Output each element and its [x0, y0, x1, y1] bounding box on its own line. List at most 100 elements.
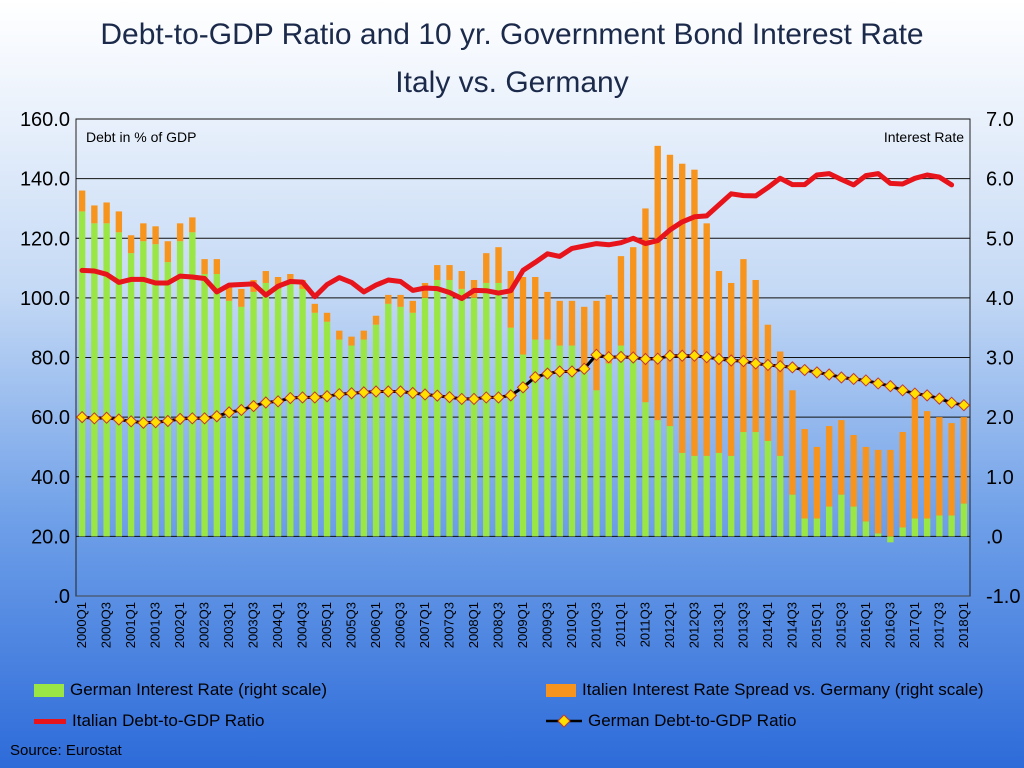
x-tick-label: 2000Q3 [99, 602, 114, 648]
bar-german-rate [519, 354, 527, 537]
bar-german-rate [152, 244, 159, 537]
legend-swatch-german-rate [34, 683, 64, 697]
bar-german-rate [91, 223, 98, 537]
left-axis-tick-label: 60.0 [31, 407, 70, 429]
marker-germany-debt [320, 390, 334, 403]
bar-german-rate [189, 232, 196, 537]
bar-spread [360, 330, 367, 340]
bar-spread [225, 285, 233, 301]
left-axis-tick-label: 40.0 [31, 467, 70, 489]
x-tick-label: 2018Q1 [956, 602, 971, 648]
bar-spread [703, 223, 710, 456]
bar-spread [838, 420, 845, 495]
left-axis-tick-label: 140.0 [20, 169, 70, 191]
marker-germany-debt [724, 354, 738, 367]
bar-spread [495, 247, 502, 283]
marker-germany-debt [688, 349, 701, 362]
chart-title-line2: Italy vs. Germany [395, 66, 628, 99]
legend-item-germany-debt: German Debt-to-GDP Ratio [546, 711, 796, 731]
x-tick-label: 2007Q1 [417, 602, 432, 648]
marker-germany-debt [871, 377, 885, 390]
x-tick-label: 2003Q1 [221, 602, 236, 648]
x-tick-label: 2007Q3 [442, 602, 457, 648]
bar-spread [617, 256, 625, 346]
bar-german-rate [421, 297, 429, 537]
marker-germany-debt [504, 389, 517, 402]
x-tick-label: 2014Q1 [760, 602, 775, 648]
x-tick-label: 2003Q3 [246, 602, 261, 648]
bar-german-rate [225, 300, 233, 537]
bar-german-rate [801, 518, 808, 537]
bar-spread [91, 205, 98, 224]
bar-german-rate [593, 390, 600, 537]
marker-germany-debt [235, 403, 248, 417]
bar-german-rate [176, 241, 184, 537]
marker-germany-debt [957, 398, 971, 412]
bar-german-rate [948, 515, 955, 537]
bar-german-rate [115, 232, 123, 537]
bar-german-rate [336, 339, 343, 537]
bar-german-rate [789, 494, 796, 537]
marker-germany-debt [492, 391, 505, 404]
bar-spread [679, 163, 686, 453]
bar-german-rate [385, 303, 392, 537]
bar-spread [593, 300, 600, 391]
bar-spread [740, 259, 747, 433]
bar-german-rate [911, 518, 919, 537]
marker-germany-debt [908, 387, 922, 400]
right-axis-label: Interest Rate [884, 129, 964, 145]
marker-germany-debt [308, 391, 322, 404]
bar-german-rate [874, 533, 882, 537]
bar-spread [911, 396, 919, 519]
marker-germany-debt [884, 379, 897, 393]
x-tick-label: 2004Q3 [295, 602, 310, 648]
left-axis-tick-label: 160.0 [20, 109, 70, 131]
marker-germany-debt [467, 392, 481, 406]
bar-spread [385, 294, 392, 304]
marker-germany-debt [222, 406, 236, 419]
bar-german-rate [274, 288, 282, 537]
left-axis-tick-label: 80.0 [31, 348, 70, 370]
marker-germany-debt [590, 348, 603, 362]
right-axis-ticks: -1.0 .0 1.0 2.0 3.0 4.0 5.0 6.0 7.0 [986, 109, 1020, 608]
bar-spread [887, 449, 894, 537]
bar-spread [813, 446, 821, 519]
marker-germany-debt [627, 351, 640, 364]
bar-german-rate [679, 452, 686, 537]
marker-germany-debt [137, 416, 150, 429]
x-tick-label: 2009Q3 [539, 602, 554, 648]
bar-spread [103, 202, 110, 224]
bar-spread [287, 274, 294, 283]
bar-spread [568, 300, 576, 346]
chart: Debt-to-GDP Ratio and 10 yr. Government … [20, 18, 1021, 648]
x-tick-label: 2006Q1 [368, 602, 383, 648]
bar-german-rate [164, 262, 172, 537]
marker-germany-debt [161, 414, 175, 428]
bar-german-rate [140, 241, 147, 537]
bar-spread [825, 426, 833, 507]
bar-german-rate [862, 521, 870, 537]
x-tick-label: 2015Q3 [833, 602, 848, 648]
marker-germany-debt [173, 412, 187, 426]
marker-germany-debt [920, 389, 934, 402]
bar-spread [899, 432, 906, 528]
x-tick-label: 2011Q3 [637, 602, 652, 647]
bar-german-rate [764, 440, 772, 537]
bar-german-rate [397, 306, 404, 537]
bar-spread [789, 390, 796, 495]
marker-germany-debt [516, 381, 530, 394]
right-axis-tick-label: .0 [986, 526, 1003, 548]
marker-germany-debt [394, 385, 407, 398]
left-axis-label: Debt in % of GDP [86, 129, 197, 145]
bar-german-rate [458, 288, 465, 537]
bar-german-rate [544, 339, 551, 537]
marker-germany-debt [847, 372, 860, 386]
bar-spread [115, 211, 123, 233]
marker-germany-debt [896, 384, 909, 397]
marker-germany-debt [810, 366, 824, 379]
marker-germany-debt [614, 350, 628, 364]
marker-germany-debt [578, 362, 591, 376]
bar-spread [201, 259, 208, 275]
marker-germany-debt [247, 399, 260, 413]
bar-spread [507, 271, 514, 328]
